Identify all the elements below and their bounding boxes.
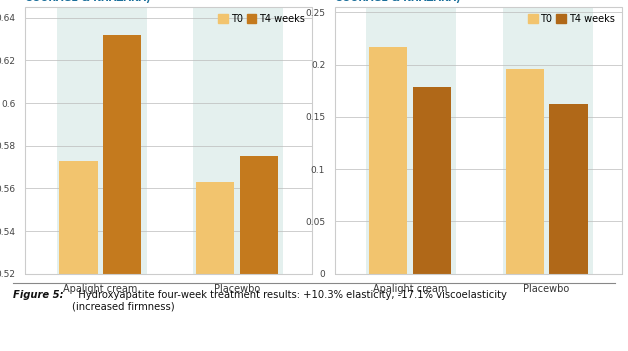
Legend: T0, T4 weeks: T0, T4 weeks: [526, 12, 617, 26]
Bar: [57, 7, 147, 274]
Bar: [503, 7, 593, 274]
Text: Hydroxyapatite four-week treatment results: +10.3% elasticity, -17.1% viscoelast: Hydroxyapatite four-week treatment resul…: [72, 290, 507, 311]
Text: Figure 5:: Figure 5:: [13, 290, 63, 299]
Bar: [239, 157, 278, 351]
Legend: T0, T4 weeks: T0, T4 weeks: [216, 12, 307, 26]
Bar: [59, 161, 97, 351]
Bar: [413, 87, 451, 274]
Bar: [506, 69, 544, 274]
Text: SKIN ELASTICITY (R2) (CUTOMETER SEM 575,
COURAGE & KHAZAKA): SKIN ELASTICITY (R2) (CUTOMETER SEM 575,…: [25, 0, 273, 4]
Text: VISCO-ELASTICITY (R6) (CUTOMETER SEM 575,
COURAGE & KHAZAKA): VISCO-ELASTICITY (R6) (CUTOMETER SEM 575…: [335, 0, 591, 4]
Bar: [193, 7, 283, 274]
Bar: [366, 7, 457, 274]
Bar: [103, 35, 141, 351]
Bar: [369, 47, 408, 274]
Bar: [196, 182, 234, 351]
Bar: [550, 104, 588, 274]
